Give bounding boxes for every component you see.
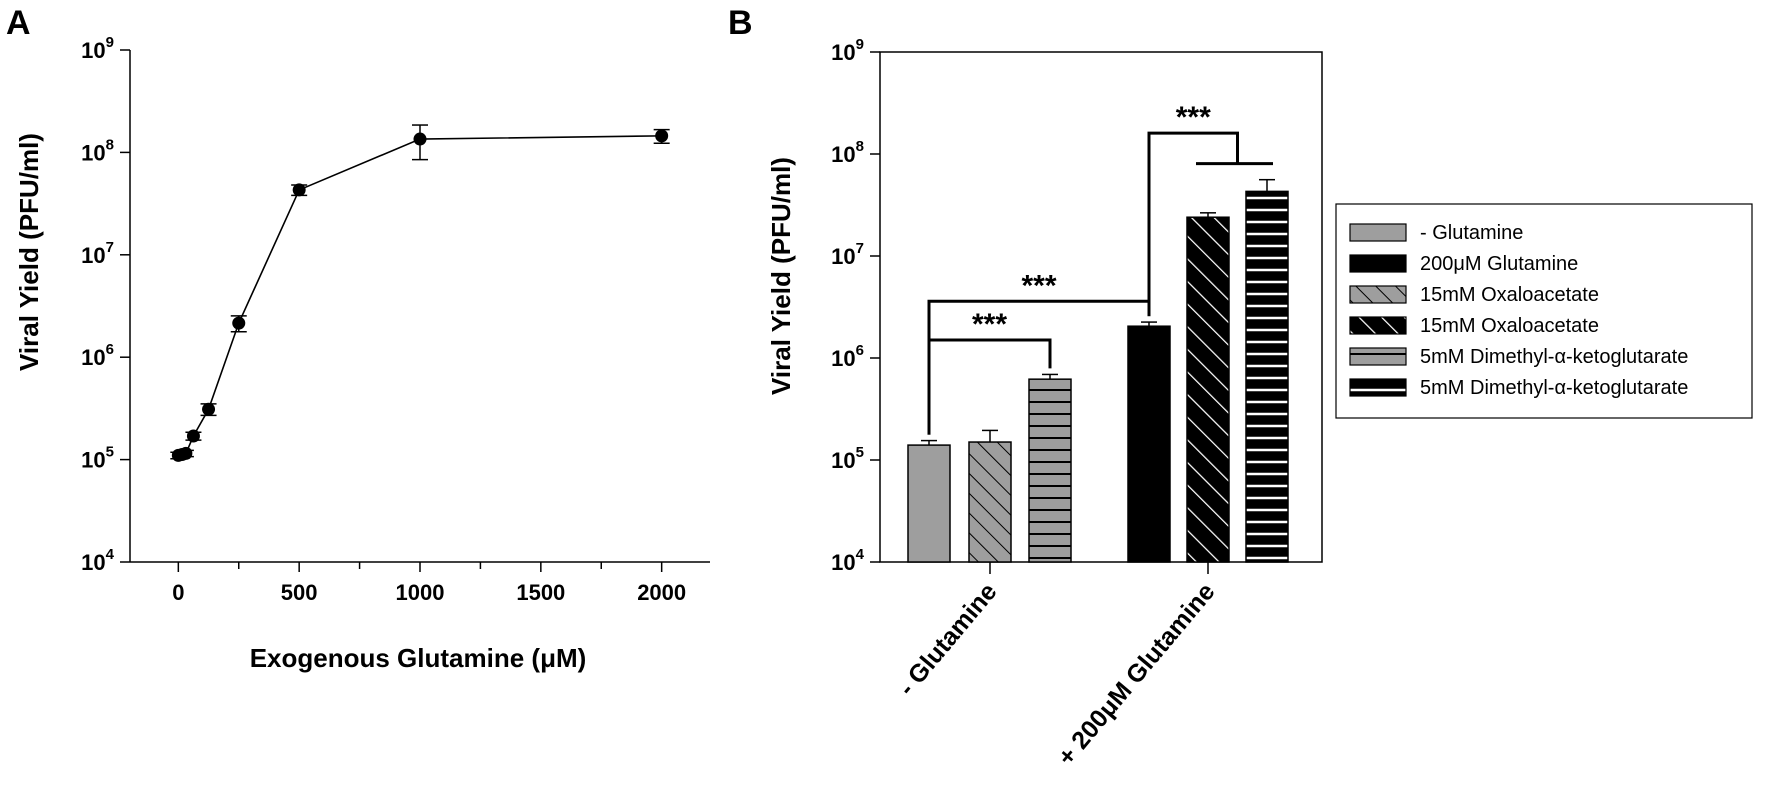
panel-b-legend-item: 5mM Dimethyl-α-ketoglutarate <box>1349 346 1688 368</box>
panel-a-series <box>170 124 670 462</box>
panel-a-chart: 104 105 106 107 108 109 0 500 1000 1500 2000 Exog… <box>14 34 710 673</box>
panel-b-letter: B <box>728 4 753 42</box>
panel-a-data-point <box>185 429 202 443</box>
panel-b-legend-label: 5mM Dimethyl-α-ketoglutarate <box>1420 346 1688 368</box>
panel-b-significance-bracket <box>927 338 1052 435</box>
panel-a-y-tick-label: 108 <box>81 136 114 165</box>
panel-a-marker <box>179 446 193 460</box>
panel-b-y-axis-title: Viral Yield (PFU/ml) <box>766 157 796 395</box>
panel-b-legend-item: - Glutamine <box>1349 222 1523 244</box>
panel-a-data-point <box>230 315 247 333</box>
panel-a-y-ticks: 104 105 106 107 108 109 <box>81 34 130 575</box>
panel-a-x-tick-label: 1500 <box>516 580 565 605</box>
panel-b-significance: *** *** *** <box>927 101 1273 435</box>
panel-a-marker <box>232 316 246 330</box>
panel-b-category-label: + 200μM Glutamine <box>1052 578 1220 771</box>
panel-b-legend-swatch <box>1349 223 1407 242</box>
panel-b-legend: - Glutamine 200μM Glutamine 15mM Oxaloacet… <box>1335 203 1753 419</box>
panel-a-marker <box>292 183 306 197</box>
panel-b-significance-label: *** <box>1176 101 1211 134</box>
panel-a-y-tick-label: 107 <box>81 239 114 268</box>
panel-b-significance-label: *** <box>1021 269 1056 302</box>
panel-b-bar <box>907 439 951 563</box>
panel-a-series-line <box>178 135 662 457</box>
panel-a-x-ticks: 0 500 1000 1500 2000 <box>172 562 686 605</box>
panel-b-plot-frame <box>879 51 1323 563</box>
panel-b-legend-label: 5mM Dimethyl-α-ketoglutarate <box>1420 377 1688 399</box>
panel-b-category-labels: - Glutamine + 200μM Glutamine <box>893 562 1221 771</box>
panel-b-bar-rect <box>1186 216 1230 563</box>
panel-a-y-tick-label: 106 <box>81 341 114 370</box>
panel-b-legend-item: 15mM Oxaloacetate <box>1349 284 1599 306</box>
panel-b-legend-swatch <box>1349 254 1407 273</box>
panel-b-y-tick-label: 107 <box>831 240 864 269</box>
panel-b-chart: 104 105 106 107 108 109 *** *** *** - Glutamine… <box>766 36 1753 771</box>
panel-b-bracket-line <box>927 338 1052 435</box>
panel-b-category-label: - Glutamine <box>893 578 1003 701</box>
panel-b-bar-rect <box>1127 325 1171 563</box>
panel-b-bracket-line <box>1147 131 1273 317</box>
panel-a-y-tick-label: 104 <box>81 546 114 575</box>
panel-a-data-point <box>291 183 308 197</box>
panel-b-bar-rect <box>1028 378 1072 563</box>
panel-b-y-ticks: 104 105 106 107 108 109 <box>831 36 880 575</box>
panel-b-legend-item: 5mM Dimethyl-α-ketoglutarate <box>1349 377 1688 399</box>
panel-b-y-tick-label: 109 <box>831 36 864 65</box>
panel-b-bar-rect <box>907 444 951 563</box>
panel-b-y-tick-label: 105 <box>831 444 864 473</box>
panel-b-bar <box>1028 373 1072 563</box>
panel-b-bar <box>968 429 1012 563</box>
panel-b-bar-rect <box>1245 190 1289 563</box>
panel-a-x-axis-title: Exogenous Glutamine (μM) <box>250 643 587 673</box>
panel-b-legend-swatch <box>1349 378 1407 397</box>
panel-b-legend-label: - Glutamine <box>1420 222 1523 244</box>
panel-a-marker <box>655 129 669 143</box>
panel-b-legend-item: 15mM Oxaloacetate <box>1349 315 1599 337</box>
panel-b-legend-swatch <box>1349 285 1407 304</box>
panel-b-bar <box>1127 321 1171 563</box>
panel-a-y-tick-label: 105 <box>81 444 114 473</box>
panel-b-legend-item: 200μM Glutamine <box>1349 253 1578 275</box>
panel-b-bar-rect <box>968 441 1012 563</box>
panel-b-y-tick-label: 106 <box>831 342 864 371</box>
panel-a-x-tick-label: 0 <box>172 580 184 605</box>
panel-a-marker <box>202 402 216 416</box>
panel-a-data-point <box>177 446 194 460</box>
panel-b-significance-label: *** <box>972 308 1007 341</box>
panel-b-legend-label: 15mM Oxaloacetate <box>1420 284 1599 306</box>
panel-b-y-tick-label: 108 <box>831 138 864 167</box>
panel-b-bar <box>1245 178 1289 563</box>
panel-b-legend-swatch <box>1349 316 1407 335</box>
panel-a-letter: A <box>6 4 31 42</box>
panel-b-bar <box>1186 212 1230 563</box>
panel-b-bars <box>907 178 1289 563</box>
panel-a-y-tick-label: 109 <box>81 34 114 63</box>
panel-a-marker <box>413 132 427 146</box>
panel-b-legend-label: 15mM Oxaloacetate <box>1420 315 1599 337</box>
panel-a-y-axis-title: Viral Yield (PFU/ml) <box>14 133 44 371</box>
panel-b-legend-label: 200μM Glutamine <box>1420 253 1578 275</box>
panel-a-x-tick-label: 2000 <box>637 580 686 605</box>
panel-a-x-tick-label: 500 <box>281 580 318 605</box>
panel-b-y-tick-label: 104 <box>831 546 864 575</box>
panel-b-legend-swatch <box>1349 347 1407 366</box>
panel-a-data-point <box>200 402 217 417</box>
panel-a-data-point <box>412 124 428 161</box>
panel-a-marker <box>186 429 200 443</box>
panel-b-significance-bracket <box>1147 131 1273 317</box>
panel-a-x-tick-label: 1000 <box>396 580 445 605</box>
panel-a-data-point <box>653 128 670 144</box>
panel-b-axes <box>879 51 1323 563</box>
